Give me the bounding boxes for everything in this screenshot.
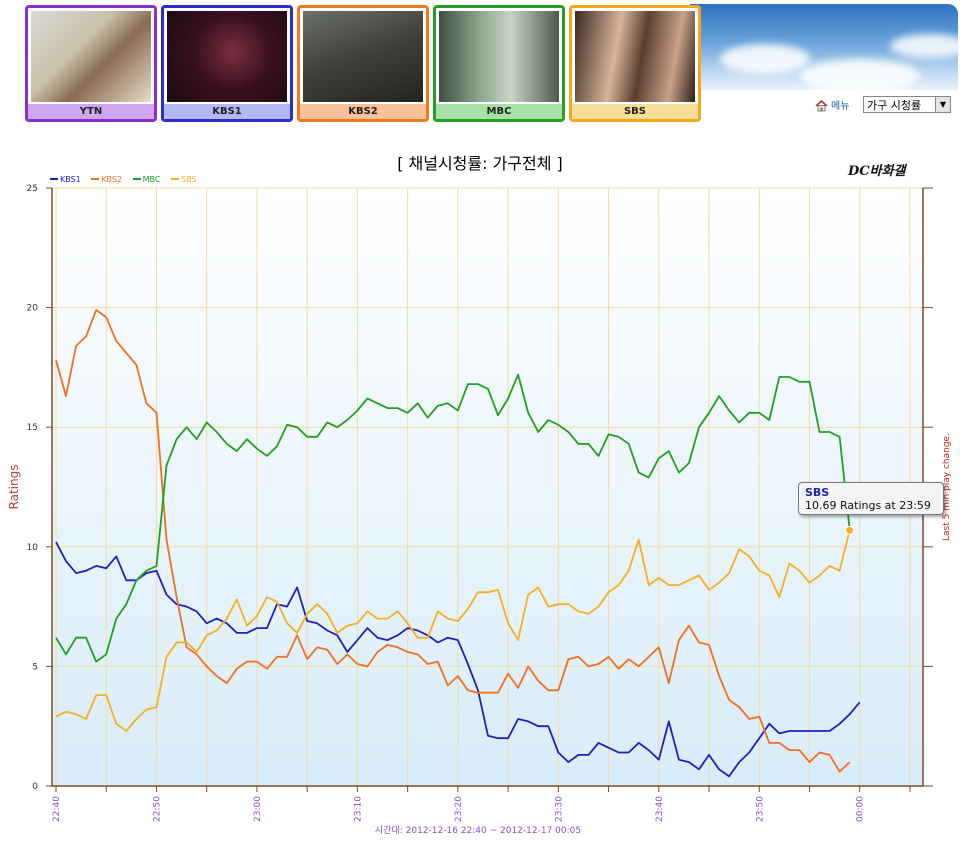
thumb-image-ytn <box>31 11 151 102</box>
x-tick-label: 23:50 <box>755 796 765 822</box>
thumb-label-kbs1: KBS1 <box>164 104 290 119</box>
x-tick-label: 23:00 <box>253 796 263 822</box>
thumb-label-sbs: SBS <box>572 104 698 119</box>
channel-thumb-kbs2[interactable]: KBS2 <box>297 5 429 122</box>
watermark: DC바화갤 <box>848 164 906 179</box>
chart-legend: KBS1 KBS2 MBC SBS <box>50 175 205 184</box>
y-tick-label: 0 <box>32 782 38 792</box>
y-tick-label: 20 <box>27 304 39 314</box>
rating-type-select[interactable]: 가구 시청률 ▼ <box>863 96 951 113</box>
house-icon <box>815 99 828 112</box>
tooltip-series: SBS <box>805 486 830 499</box>
y-tick-label: 25 <box>27 184 38 194</box>
series-lines <box>55 309 861 778</box>
legend-swatch <box>171 178 180 180</box>
thumb-image-kbs2 <box>303 11 423 102</box>
legend-label: KBS1 <box>60 175 81 184</box>
x-tick-label: 00:00 <box>856 796 866 822</box>
series-line-kbs2 <box>55 309 851 773</box>
thumb-label-kbs2: KBS2 <box>300 104 426 119</box>
right-axis-label: Last 5 min play change. <box>942 433 952 541</box>
rating-type-value: 가구 시청률 <box>867 99 922 112</box>
channel-thumb-ytn[interactable]: YTN <box>25 5 157 122</box>
channel-thumb-mbc[interactable]: MBC <box>433 5 565 122</box>
legend-swatch <box>50 178 58 180</box>
y-tick-label: 10 <box>27 543 39 553</box>
channel-thumb-sbs[interactable]: SBS <box>569 5 701 122</box>
x-tick-label: 23:40 <box>655 796 665 822</box>
menu-link[interactable]: 메뉴 <box>815 97 849 112</box>
thumb-image-kbs1 <box>167 11 287 102</box>
y-axis-label: Ratings <box>7 465 21 510</box>
legend-swatch <box>132 178 141 180</box>
data-tooltip: SBS 10.69 Ratings at 23:59 <box>798 482 944 515</box>
header-sky-banner <box>690 4 958 90</box>
x-tick-label: 22:50 <box>152 796 162 822</box>
chevron-down-icon[interactable]: ▼ <box>935 97 950 112</box>
x-axis-caption: 시간대: 2012-12-16 22:40 ~ 2012-12-17 00:05 <box>375 825 581 836</box>
grid-lines <box>52 187 923 787</box>
legend-item-kbs2[interactable]: KBS2 <box>91 175 122 184</box>
legend-label: SBS <box>181 175 197 184</box>
channel-thumb-kbs1[interactable]: KBS1 <box>161 5 293 122</box>
legend-label: MBC <box>142 175 161 184</box>
legend-item-mbc[interactable]: MBC <box>132 175 161 184</box>
thumb-label-mbc: MBC <box>436 104 562 119</box>
x-tick-label: 23:20 <box>454 796 464 822</box>
thumb-image-mbc <box>439 11 559 102</box>
y-tick-label: 15 <box>27 423 38 433</box>
menu-label: 메뉴 <box>831 101 850 112</box>
series-line-kbs1 <box>55 541 861 778</box>
chart-title: [ 채널시청률: 가구전체 ] <box>397 154 563 173</box>
legend-item-kbs1[interactable]: KBS1 <box>50 175 81 184</box>
thumb-image-sbs <box>575 11 695 102</box>
highlighted-point <box>845 525 855 535</box>
x-tick-label: 23:30 <box>554 796 564 822</box>
plot-background <box>52 188 923 786</box>
legend-label: KBS2 <box>101 175 123 184</box>
series-line-mbc <box>55 373 851 663</box>
legend-item-sbs[interactable]: SBS <box>171 175 197 184</box>
thumb-label-ytn: YTN <box>28 104 154 119</box>
legend-swatch <box>91 178 100 180</box>
series-line-sbs <box>55 530 851 732</box>
tooltip-value: 10.69 Ratings at 23:59 <box>805 499 931 512</box>
y-tick-label: 5 <box>32 662 38 672</box>
x-tick-label: 22:40 <box>52 796 62 822</box>
x-tick-label: 23:10 <box>353 796 363 822</box>
